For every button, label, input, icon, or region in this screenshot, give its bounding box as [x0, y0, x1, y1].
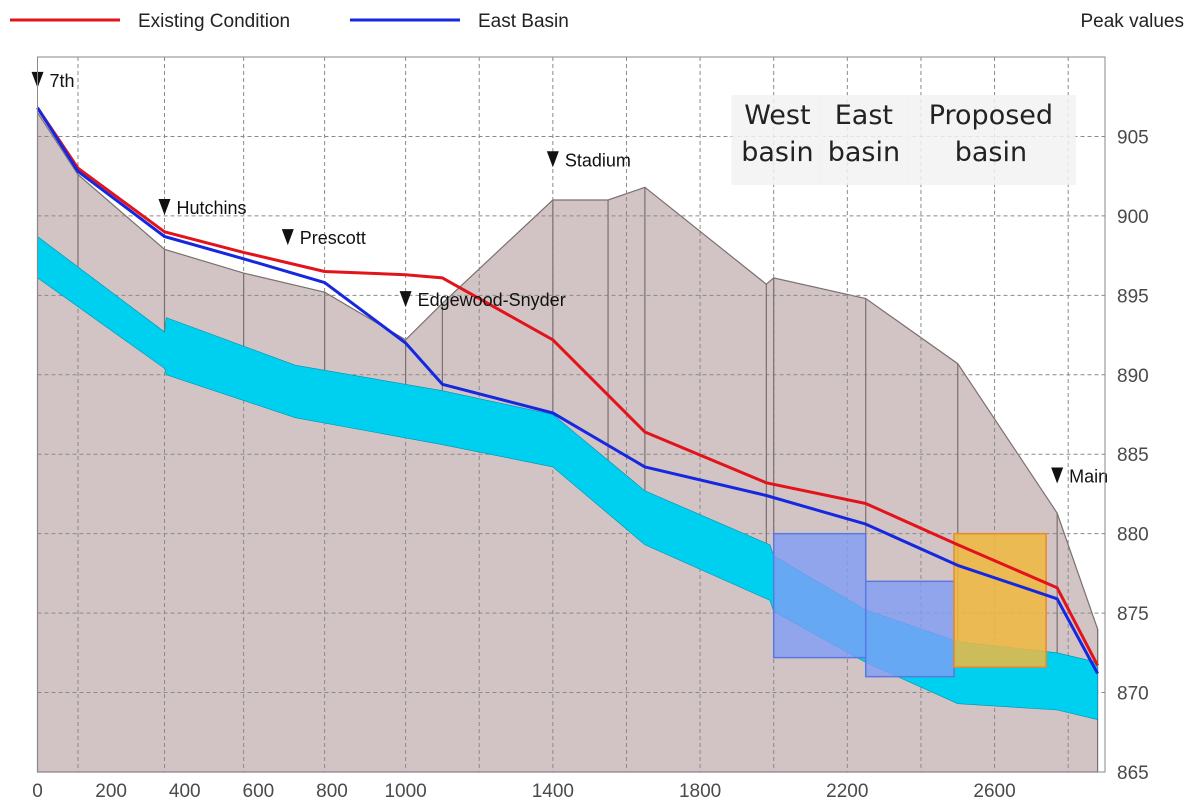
plot-border	[37, 56, 1106, 773]
y-tick-label: 865	[1117, 763, 1149, 784]
y-tick-label: 870	[1117, 684, 1149, 705]
x-tick-label: 1800	[679, 781, 721, 802]
y-tick-label: 890	[1117, 366, 1149, 387]
y-tick-label: 875	[1117, 604, 1149, 625]
marker-triangle-icon	[399, 291, 412, 308]
basin-box-1	[772, 532, 867, 659]
basin-label-text: Proposed	[929, 100, 1053, 131]
basin-box-2	[864, 580, 955, 678]
marker-label: 7th	[50, 71, 75, 91]
y-tick-label: 905	[1117, 127, 1149, 148]
marker-triangle-icon	[1051, 467, 1064, 484]
x-tick-label: 200	[95, 781, 127, 802]
marker-label: Main	[1069, 466, 1108, 486]
peak-values-label: Peak values	[1080, 11, 1184, 32]
y-tick-label: 880	[1117, 525, 1149, 546]
basin-label-text: basin	[955, 137, 1027, 168]
series-line-2	[36, 106, 1099, 675]
marker-triangle-icon	[281, 229, 294, 246]
x-tick-label: 1000	[384, 781, 426, 802]
marker-label: Prescott	[300, 228, 366, 248]
series-line-1	[36, 106, 1099, 667]
y-tick-label: 885	[1117, 445, 1149, 466]
marker-triangle-icon	[158, 198, 171, 215]
basin-label-bg	[905, 95, 1076, 185]
legend-label-east-basin: East Basin	[478, 11, 569, 32]
basin-label-text: basin	[741, 137, 813, 168]
basin-label-text: West	[744, 100, 810, 131]
x-tick-label: 800	[316, 781, 348, 802]
basin-label-text: East	[835, 100, 893, 131]
plot-area: 7th Hutchins Prescott Edgewood-Snyder Stadiu…	[31, 56, 1149, 802]
basin-label-bg	[817, 95, 910, 185]
x-tick-label: 1400	[532, 781, 574, 802]
x-tick-label: 0	[32, 781, 43, 802]
x-tick-label: 600	[243, 781, 275, 802]
marker-label: Stadium	[565, 150, 631, 170]
basin-label-bg	[731, 95, 824, 185]
marker-label: Edgewood-Snyder	[418, 290, 566, 310]
x-tick-label: 400	[169, 781, 201, 802]
marker-triangle-icon	[546, 151, 559, 168]
x-tick-label: 2600	[973, 781, 1015, 802]
y-tick-label: 895	[1117, 286, 1149, 307]
y-tick-label: 900	[1117, 207, 1149, 228]
legend: Existing Condition East Basin	[10, 11, 569, 32]
x-tick-label: 2200	[826, 781, 868, 802]
basin-label-text: basin	[828, 137, 900, 168]
basin-box-3	[953, 532, 1047, 668]
marker-label: Hutchins	[176, 198, 246, 218]
legend-label-existing-condition: Existing Condition	[138, 11, 290, 32]
